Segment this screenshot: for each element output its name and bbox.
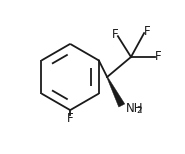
Text: F: F [112,28,118,41]
Text: F: F [144,25,150,38]
Polygon shape [107,77,125,107]
Text: 2: 2 [137,106,142,115]
Text: F: F [155,51,161,63]
Text: F: F [67,112,73,125]
Text: NH: NH [126,102,143,115]
